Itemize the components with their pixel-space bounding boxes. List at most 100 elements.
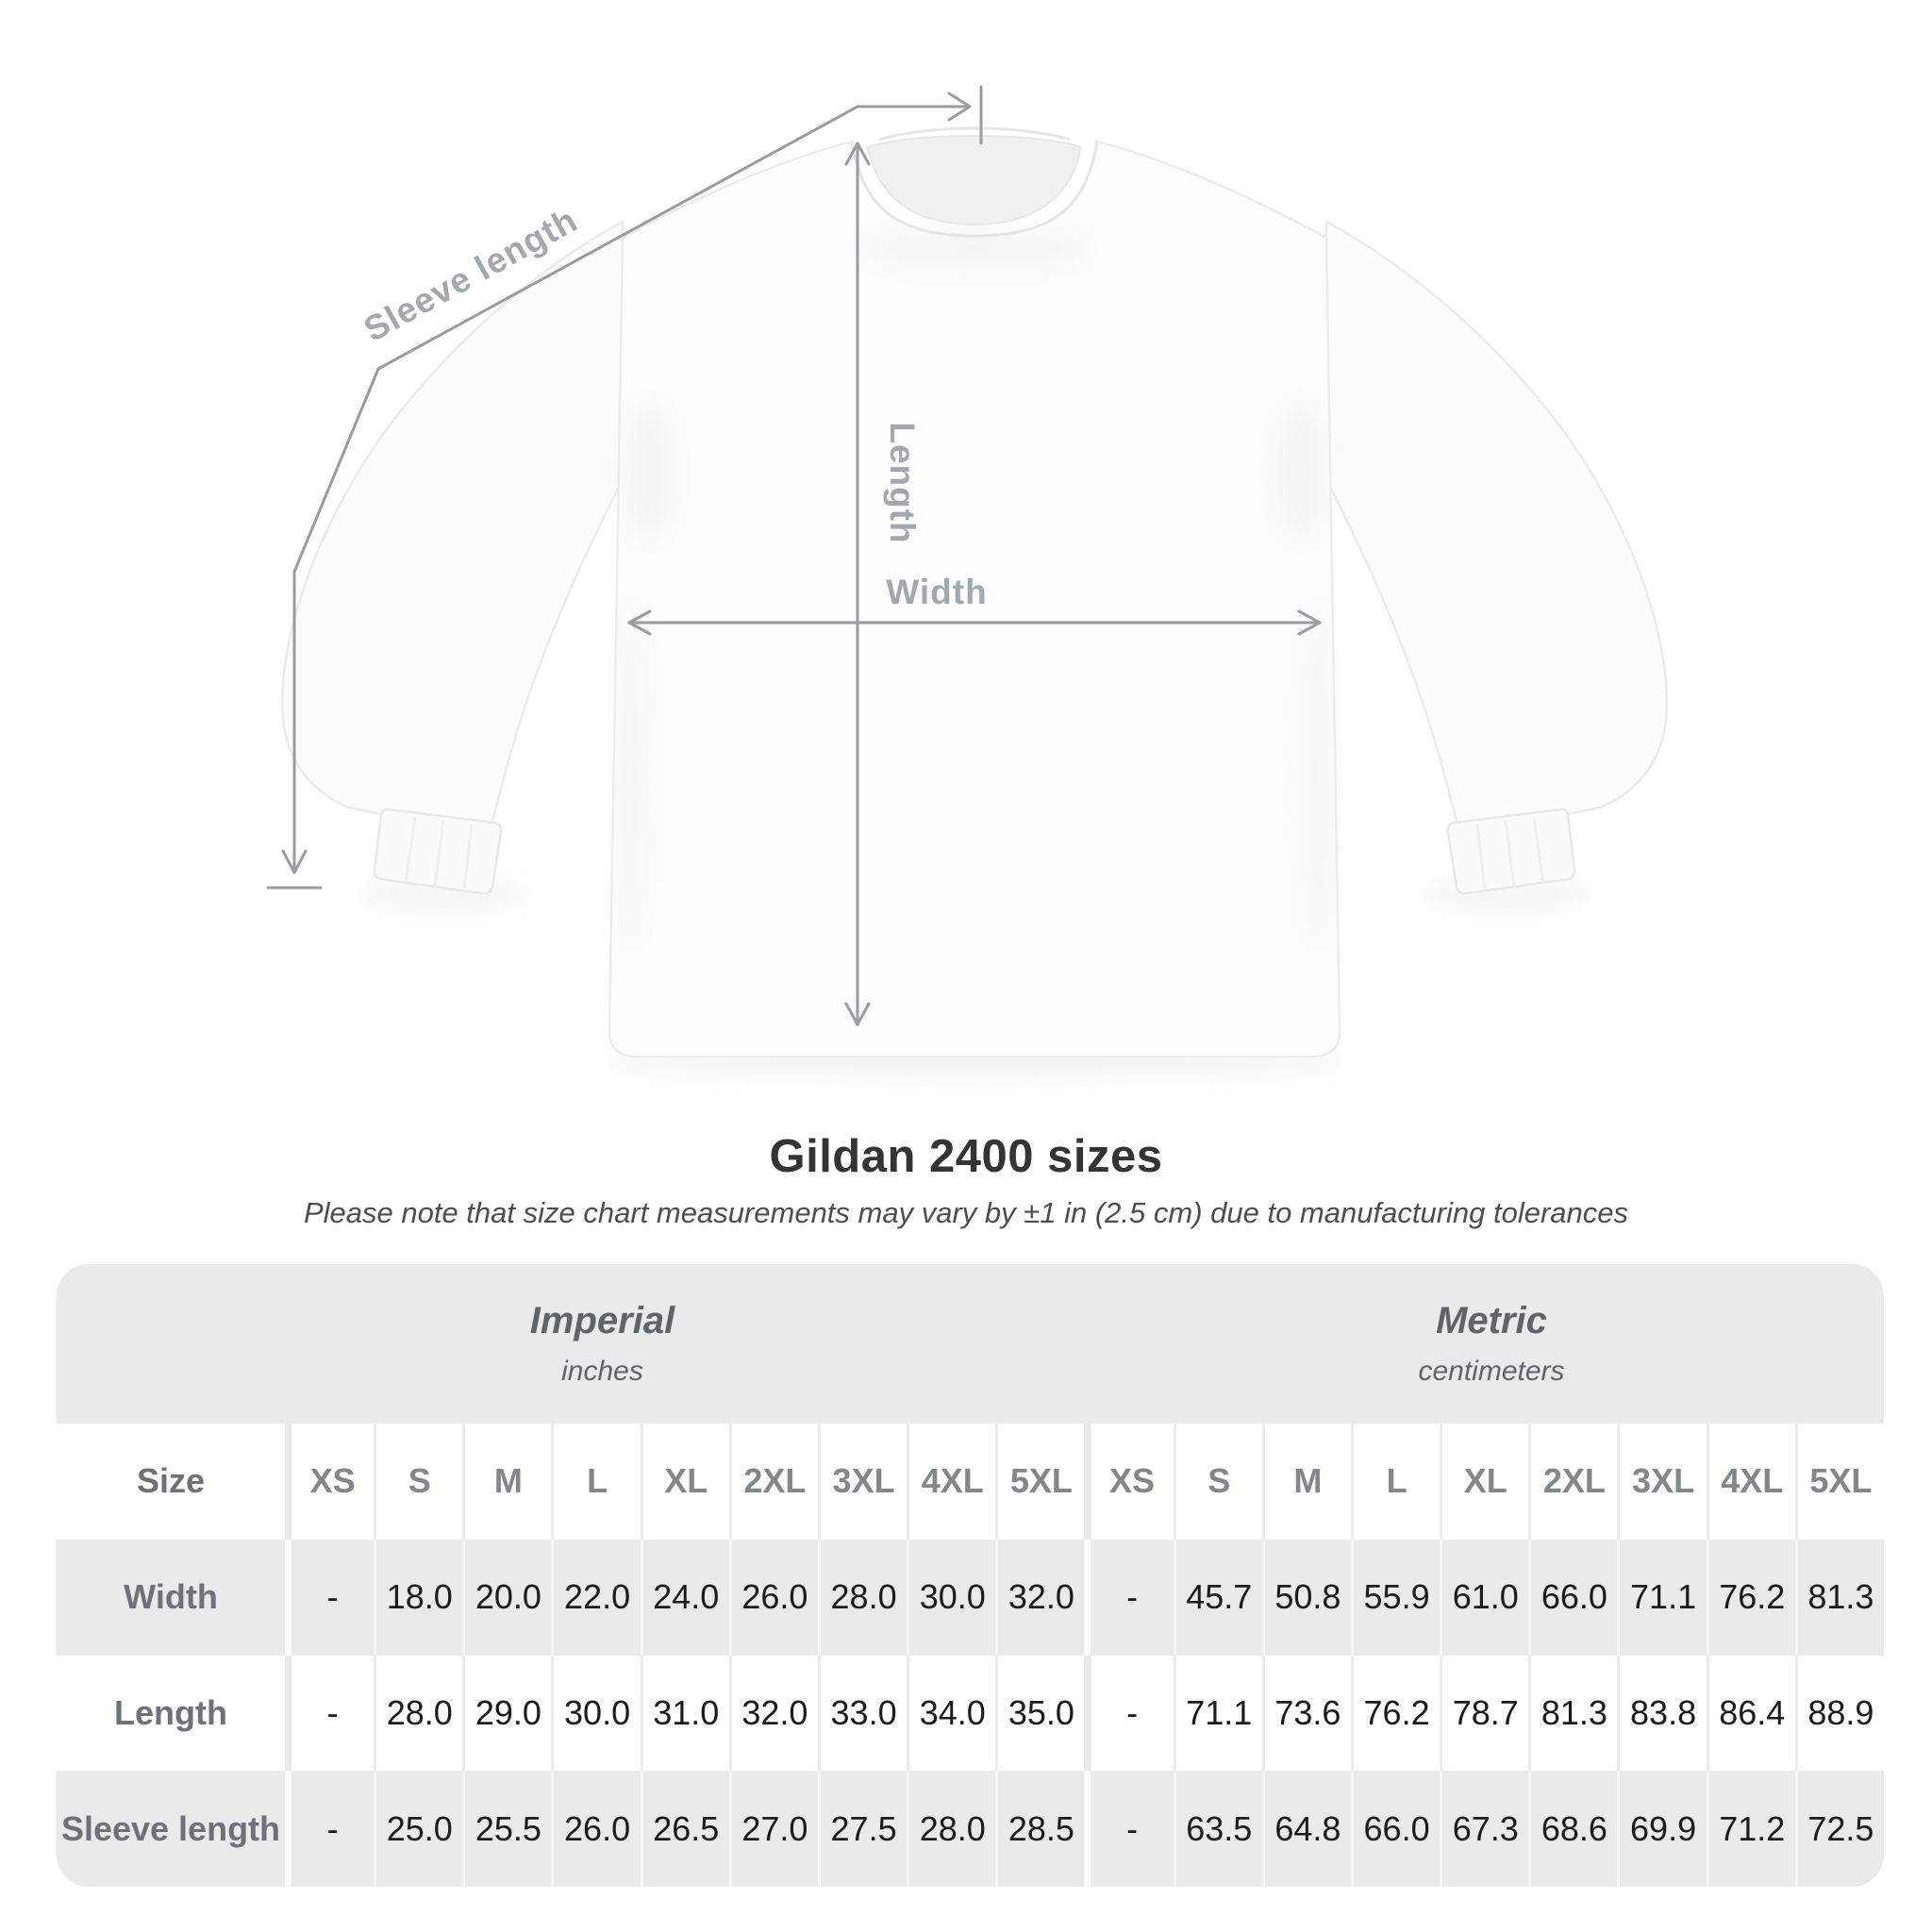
table-cell: 71.1 xyxy=(1617,1539,1706,1656)
table-cell: - xyxy=(285,1655,374,1772)
sleeve-length-row: Sleeve length - 25.0 25.5 26.0 26.5 27.0… xyxy=(57,1771,1884,1887)
table-cell: 28.0 xyxy=(907,1771,995,1887)
size-column-header: XS xyxy=(285,1424,374,1540)
metric-group-header: Metric centimeters xyxy=(1099,1300,1884,1388)
size-column-header: 4XL xyxy=(1706,1424,1795,1540)
table-cell: - xyxy=(285,1771,374,1887)
arrow-down-icon xyxy=(844,1002,871,1026)
shirt-sleeves xyxy=(281,219,1668,895)
table-cell: 26.0 xyxy=(728,1539,818,1656)
size-column-header: XL xyxy=(1440,1424,1528,1540)
table-cell: 25.5 xyxy=(462,1771,551,1887)
left-sleeve xyxy=(281,219,628,830)
table-cell: 34.0 xyxy=(907,1655,995,1772)
table-cell: 61.0 xyxy=(1440,1539,1528,1656)
metric-unit: centimeters xyxy=(1418,1356,1565,1387)
table-cell: 81.3 xyxy=(1794,1539,1884,1656)
size-column-header: 5XL xyxy=(1794,1424,1884,1540)
table-cell: 45.7 xyxy=(1173,1539,1262,1656)
size-column-header: 3XL xyxy=(817,1424,907,1540)
table-cell: - xyxy=(1084,1655,1173,1772)
table-cell: 31.0 xyxy=(640,1655,729,1772)
table-cell: 71.2 xyxy=(1706,1771,1795,1887)
arrow-right-icon xyxy=(947,92,972,122)
back-neck-seam xyxy=(878,126,1071,142)
size-column-header: 2XL xyxy=(728,1424,818,1540)
table-header-row: Size XS S M L XL 2XL 3XL 4XL 5XL XS S M … xyxy=(57,1424,1884,1540)
table-cell: 20.0 xyxy=(462,1539,551,1656)
size-column-header: 4XL xyxy=(907,1424,995,1540)
row-label: Sleeve length xyxy=(60,1808,281,1848)
width-row: Width - 18.0 20.0 22.0 24.0 26.0 28.0 30… xyxy=(57,1539,1884,1656)
table-cell: 25.0 xyxy=(374,1771,462,1887)
size-column-header: L xyxy=(551,1424,640,1540)
collar-opening xyxy=(866,135,1083,226)
width-label: Width xyxy=(886,573,987,611)
length-line xyxy=(844,142,871,1026)
arrow-up-icon xyxy=(844,142,871,166)
table-cell: 35.0 xyxy=(995,1655,1084,1772)
size-column-header: XS xyxy=(1084,1424,1173,1540)
width-line xyxy=(627,609,1322,636)
table-cell: 22.0 xyxy=(551,1539,640,1656)
table-cell: 29.0 xyxy=(462,1655,551,1772)
table-cell: 69.9 xyxy=(1617,1771,1706,1887)
table-cell: 66.0 xyxy=(1528,1539,1617,1656)
table-cell: 33.0 xyxy=(817,1655,907,1772)
arrow-right-icon xyxy=(1297,609,1322,636)
table-cell: 28.0 xyxy=(817,1539,907,1656)
size-column-header: L xyxy=(1350,1424,1440,1540)
right-sleeve xyxy=(1321,219,1668,830)
table-cell: 72.5 xyxy=(1794,1771,1884,1887)
right-cuff xyxy=(1446,808,1576,895)
size-column-header: S xyxy=(1173,1424,1262,1540)
table-cell: 73.6 xyxy=(1261,1655,1351,1772)
collar-rim xyxy=(850,141,1099,238)
metric-label: Metric xyxy=(1436,1300,1547,1341)
table-cell: 28.0 xyxy=(374,1655,462,1772)
table-cell: 66.0 xyxy=(1350,1771,1440,1887)
size-column-header: XL xyxy=(640,1424,729,1540)
size-column-header: 5XL xyxy=(995,1424,1084,1540)
table-cell: 81.3 xyxy=(1528,1655,1617,1772)
table-cell: 26.0 xyxy=(551,1771,640,1887)
size-table-rows: Size XS S M L XL 2XL 3XL 4XL 5XL XS S M … xyxy=(57,1424,1884,1887)
table-cell: 76.2 xyxy=(1706,1539,1795,1656)
table-cell: 32.0 xyxy=(728,1655,818,1772)
table-cell: 88.9 xyxy=(1794,1655,1884,1772)
size-column-header: 2XL xyxy=(1528,1424,1617,1540)
table-cell: 68.6 xyxy=(1528,1771,1617,1887)
table-cell: 86.4 xyxy=(1706,1655,1795,1772)
table-cell: 55.9 xyxy=(1350,1539,1440,1656)
title-block: Gildan 2400 sizes Please note that size … xyxy=(0,1130,1932,1230)
length-label: Length xyxy=(883,422,922,543)
shirt-body xyxy=(608,126,1341,1058)
table-cell: 27.0 xyxy=(728,1771,818,1887)
page-title: Gildan 2400 sizes xyxy=(769,1131,1163,1182)
size-corner-header: Size xyxy=(136,1461,206,1501)
table-cell: - xyxy=(1084,1771,1173,1887)
table-cell: 76.2 xyxy=(1350,1655,1440,1772)
table-cell: 83.8 xyxy=(1617,1655,1706,1772)
table-cell: 63.5 xyxy=(1173,1771,1262,1887)
imperial-unit: inches xyxy=(561,1356,643,1387)
imperial-group-header: Imperial inches xyxy=(57,1300,1099,1388)
size-column-header: M xyxy=(462,1424,551,1540)
table-cell: - xyxy=(285,1539,374,1656)
length-row: Length - 28.0 29.0 30.0 31.0 32.0 33.0 3… xyxy=(57,1655,1884,1772)
table-cell: 27.5 xyxy=(817,1771,907,1887)
table-cell: 50.8 xyxy=(1261,1539,1351,1656)
size-column-header: S xyxy=(374,1424,462,1540)
arrow-left-icon xyxy=(627,609,652,636)
table-cell: 24.0 xyxy=(640,1539,729,1656)
table-cell: 26.5 xyxy=(640,1771,729,1887)
size-column-header: 3XL xyxy=(1617,1424,1706,1540)
table-cell: 32.0 xyxy=(995,1539,1084,1656)
sleeve-length-line xyxy=(266,85,983,890)
table-cell: 30.0 xyxy=(551,1655,640,1772)
measurement-annotations xyxy=(266,85,1322,1026)
unit-band: Imperial inches Metric centimeters xyxy=(57,1264,1884,1424)
table-cell: 71.1 xyxy=(1173,1655,1262,1772)
size-column-header: M xyxy=(1261,1424,1351,1540)
